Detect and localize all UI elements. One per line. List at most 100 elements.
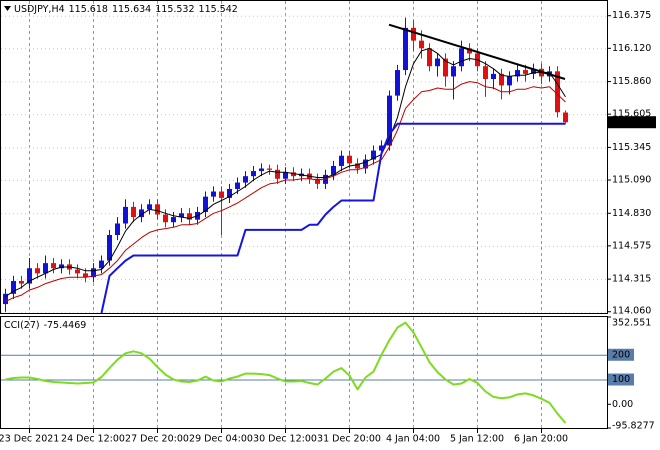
candle-body — [235, 182, 240, 189]
y-tick-label: 114.830 — [612, 208, 651, 219]
candle-body — [171, 217, 176, 223]
candle-body — [379, 145, 384, 151]
indicator-line — [388, 23, 566, 80]
candle-body — [283, 172, 288, 179]
candle-body — [363, 159, 368, 169]
y-tick-label: 115.090 — [612, 175, 651, 186]
candle-body — [467, 48, 472, 54]
title-part: 115.542 — [199, 4, 238, 15]
candle-body — [291, 172, 296, 177]
candle-body — [347, 155, 352, 164]
y-tick-label: 100 — [612, 374, 630, 385]
candle-body — [251, 171, 256, 177]
cci-panel-frame — [0, 316, 608, 429]
candle-body — [163, 214, 168, 223]
x-tick-label: 27 Dec 20:00 — [125, 434, 189, 445]
candle-body — [323, 174, 328, 184]
candle-body — [499, 73, 504, 86]
candle-body — [267, 168, 272, 170]
candle-body — [371, 150, 376, 160]
candle-body — [19, 281, 24, 284]
y-tick-label: 114.060 — [612, 306, 651, 317]
candle-body — [107, 235, 112, 261]
candle-body — [243, 176, 248, 183]
candle-body — [219, 191, 224, 198]
candle-body — [187, 213, 192, 220]
menu-triangle[interactable] — [4, 6, 11, 11]
x-tick-label: 30 Dec 12:00 — [253, 434, 317, 445]
candle-body — [35, 268, 40, 274]
candle-body — [139, 209, 144, 218]
indicator-line — [5, 81, 566, 302]
candle-body — [387, 95, 392, 146]
y-tick-label: 114.315 — [612, 274, 651, 285]
candle-body — [99, 260, 104, 269]
candle-body — [3, 293, 8, 305]
candle-body — [59, 264, 64, 269]
candle-body — [443, 58, 448, 77]
chart-title: USDJPY,H4 115.618 115.634 115.532 115.542 — [14, 4, 238, 15]
y-tick-label: 115.605 — [612, 109, 651, 120]
x-tick-label: 31 Dec 20:00 — [317, 434, 381, 445]
candle-body — [179, 213, 184, 218]
candle-body — [483, 66, 488, 79]
candle-body — [459, 48, 464, 67]
candle-body — [563, 112, 568, 123]
y-tick-label: 200 — [612, 349, 630, 360]
candle-body — [555, 71, 560, 113]
title-part: 115.618 — [69, 4, 108, 15]
title-part: USDJPY,H4 — [14, 4, 65, 15]
candle-body — [43, 263, 48, 274]
current-price-label: 115.542 — [612, 117, 651, 128]
candle-body — [259, 168, 264, 172]
candle-body — [227, 188, 232, 198]
candle-body — [435, 58, 440, 67]
candle-body — [315, 178, 320, 184]
candle-body — [131, 206, 136, 218]
candle-body — [531, 68, 536, 74]
level-label-box — [608, 348, 634, 361]
candle-body — [91, 268, 96, 278]
indicator-line — [5, 47, 566, 297]
indicator-title: CCI(27) -75.4469 — [4, 320, 86, 331]
candle-body — [427, 48, 432, 67]
marks-layer — [3, 17, 568, 424]
candle-body — [27, 268, 32, 284]
candle-body — [123, 206, 128, 224]
candle-body — [339, 155, 344, 166]
title-part: 115.634 — [112, 4, 151, 15]
y-tick-label: 115.345 — [612, 142, 651, 153]
candle-body — [491, 73, 496, 79]
candle-body — [155, 204, 160, 215]
candle-body — [11, 281, 16, 294]
candle-body — [411, 27, 416, 41]
x-tick-label: 24 Dec 12:00 — [61, 434, 125, 445]
y-tick-label: 352.551 — [612, 318, 651, 329]
title-part: 115.532 — [155, 4, 194, 15]
y-tick-label: 115.860 — [612, 76, 651, 87]
candle-body — [147, 204, 152, 210]
candle-body — [83, 273, 88, 278]
x-tick-label: 5 Jan 12:00 — [450, 434, 504, 445]
text-layer: 23 Dec 2021 24 Dec 12:00 27 Dec 20:00 29 De… — [0, 4, 656, 445]
candle-body — [115, 223, 120, 235]
x-tick-label: 4 Jan 04:00 — [386, 434, 440, 445]
candle-body — [275, 169, 280, 179]
title-part: CCI(27) — [4, 320, 40, 331]
x-tick-label: 29 Dec 04:00 — [189, 434, 253, 445]
candle-body — [507, 76, 512, 86]
grid-layer — [1, 1, 611, 433]
level-label-box — [608, 373, 634, 386]
candle-body — [331, 165, 336, 175]
candle-body — [515, 70, 520, 77]
current-price-box — [608, 116, 656, 129]
candle-body — [419, 40, 424, 49]
indicator-line — [100, 122, 566, 314]
x-tick-label: 6 Jan 20:00 — [514, 434, 568, 445]
candle-body — [211, 191, 216, 197]
y-tick-label: 114.575 — [612, 240, 651, 251]
price-panel-frame — [0, 0, 608, 314]
